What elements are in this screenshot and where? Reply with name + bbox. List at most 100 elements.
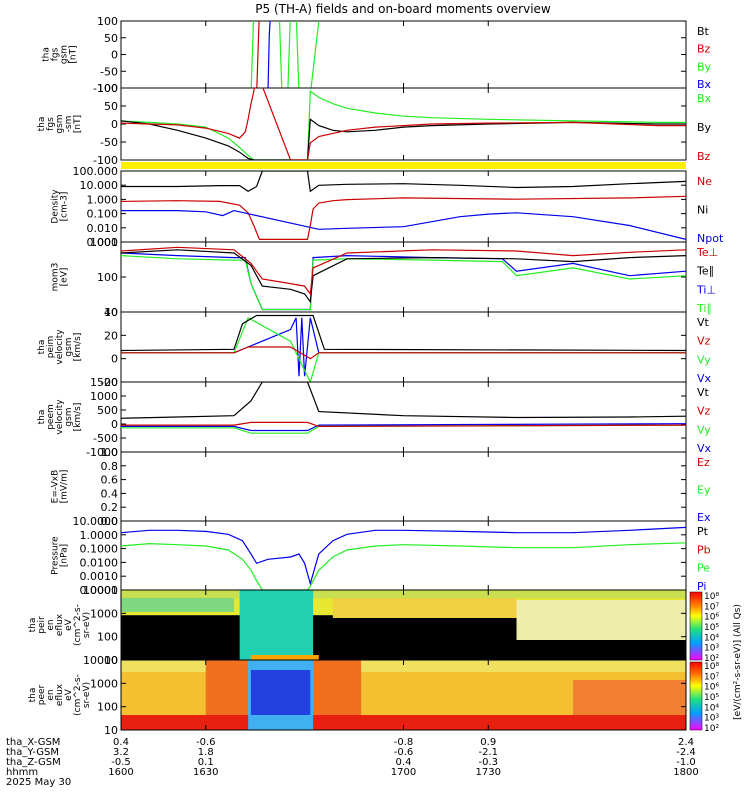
series-line-moms-Ti∥ [121,255,686,311]
spectrogram-band [121,598,234,612]
y-axis-label: [eV] [60,268,70,287]
panel-peir: 10000 1000 100 10 tha peir en eflux eV (cm^2-s-sr… [28,584,687,667]
colorbar-strip [689,661,703,731]
y-axis-label: velocity [55,399,65,435]
y-axis-label: velocity [55,329,65,365]
spectrogram-band [239,590,314,660]
series-line-peim-Vx [121,317,686,377]
x-row-value: 2.4 [678,737,694,748]
series-line-fgs-Bx [267,21,271,88]
y-tick-label: 1000 [90,607,118,620]
series-line-peim-Vz [121,346,686,360]
y-tick-label: 0.0100 [80,556,119,569]
x-row-value: 1.8 [198,747,214,758]
y-axis-label: gsm [64,407,74,426]
y-tick-label: 20 [104,329,118,342]
y-tick-label: 0 [111,49,118,62]
y-tick-label: 0.0001 [80,584,119,597]
legend-entry: Ni [697,204,708,217]
x-axis-date: 2025 May 30 [6,777,71,788]
y-tick-label: -500 [93,432,118,445]
y-tick-label: 40 [104,306,118,319]
y-axis-label: [nT] [73,115,83,133]
series-line-fgs_sm-By [121,118,686,160]
y-axis-label: [nPa] [60,544,70,567]
y-tick-label: 0.6 [101,474,119,487]
y-tick-label: 0.4 [101,487,119,500]
panel-peer: 10000 1000 100 10 tha peer en eflux eV (cm^2-s-sr… [28,654,687,737]
y-tick-label: 10 [104,724,118,737]
y-tick-label: 10000 [83,654,118,667]
y-tick-label: 100 [97,82,118,95]
y-tick-label: 1.0 [101,446,119,459]
legend-entry: Bz [697,150,711,163]
y-axis-label: eflux [55,613,65,636]
y-tick-label: 0.100 [87,208,119,221]
x-row-value: 1700 [391,767,416,778]
legend-entry: Npot [697,232,724,245]
x-row-value: -0.3 [478,757,498,768]
y-axis-label: sr-eV) [82,682,92,708]
x-row-value: 1800 [673,767,698,778]
legend-entry: Te∥ [696,265,714,278]
series-line-fgs_sm-Bz [121,88,686,160]
legend-entry: Bt [697,25,710,38]
y-axis-label: tha [37,117,47,132]
series-line-density-Npot [121,209,686,240]
legend-entry: Pe [697,562,710,575]
x-row-value: -2.4 [676,747,696,758]
spectrogram-band [573,680,686,715]
series-line-density-Ne [121,195,686,240]
y-axis-label: gsm [55,114,65,133]
panel-frame [120,241,687,313]
y-tick-label: 0 [111,118,118,131]
series-line-pressure-Pe [121,542,686,590]
x-row-value: 0.4 [113,737,129,748]
legend-entry: Ne [697,175,712,188]
y-axis-label: sr-eV) [82,612,92,638]
panel-fgs_sm: 100 50 0 -50 -100 tha fgs gsm -sm [nT] Bx By Bz [37,82,712,167]
series-line-moms-Ti⊥ [121,252,686,311]
x-row-label: tha_Z-GSM [6,757,61,768]
x-row-label: tha_Y-GSM [6,747,59,758]
y-tick-label: 1.0000 [80,529,119,542]
spectrogram-band [313,660,362,715]
colorbar-tick-label: 10⁵ [704,693,719,703]
x-row-value: 1730 [476,767,501,778]
y-tick-label: 0.2 [101,501,119,514]
y-tick-label: 1000 [90,390,118,403]
y-axis-label: tha [37,340,47,355]
y-axis-label: E=-VxB [51,470,61,504]
panel-frame [120,311,687,383]
x-row-value: 0.1 [198,757,214,768]
y-axis-label: gsm [64,337,74,356]
panel-frame [120,20,687,89]
y-axis-label: gsm [60,45,70,64]
y-axis-label: peir [37,616,47,634]
y-tick-label: 0.001 [87,236,119,249]
legend-entry: Vx [697,442,712,455]
legend-entry: Ez [697,456,710,469]
colorbar-tick-label: 10⁸ [704,592,719,602]
colorbar-tick-label: 10² [704,724,719,734]
colorbar-strip [689,591,703,661]
y-tick-label: 50 [104,100,118,113]
x-row-value: 1630 [193,767,218,778]
y-axis-label: en [46,689,56,700]
y-tick-label: 0.010 [87,222,119,235]
y-tick-label: 10000 [83,584,118,597]
x-row-value: -1.0 [676,757,696,768]
legend-entry: Pi [697,580,706,593]
y-axis-label: eV [64,688,74,701]
colorbar: 10⁸10⁷10⁶10⁵10⁴10³10²10⁸10⁷10⁶10⁵10⁴10³1… [689,591,743,734]
legend-entry: Te⊥ [696,246,718,259]
y-axis-label: -sm [64,116,74,133]
y-axis-label: Density [51,189,61,224]
y-axis-label: (cm^2-s- [73,674,83,716]
panel-moms: 1000 100 10 mom3 [eV] Te⊥ Te∥ Ti⊥ Ti∥ [51,236,719,319]
y-tick-label: -100 [93,154,118,167]
